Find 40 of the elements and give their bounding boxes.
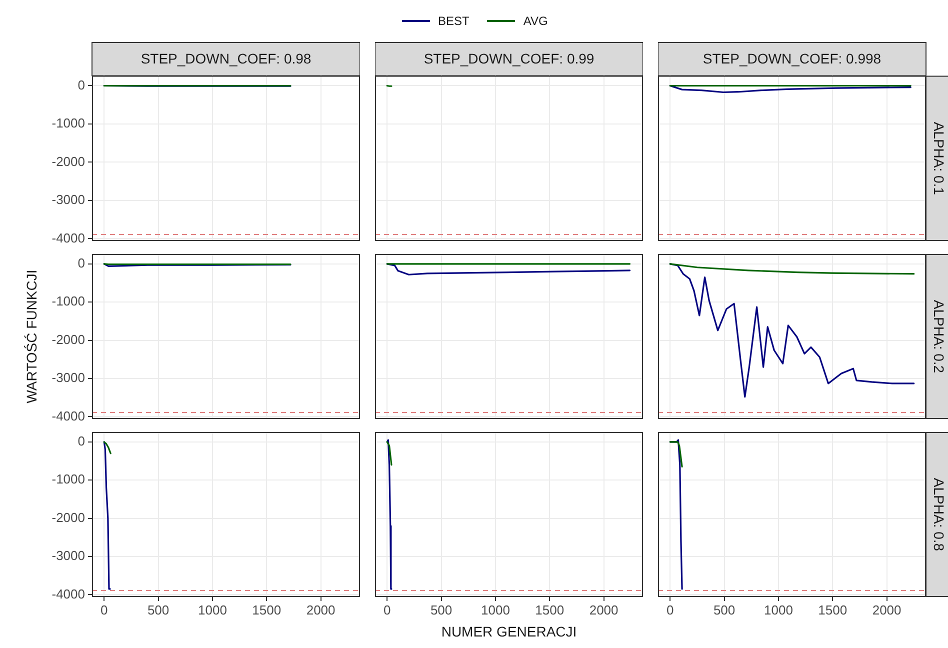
y-tick-label: -3000 — [52, 192, 85, 208]
x-tick-label: 1500 — [535, 602, 564, 618]
x-tick-label: 2000 — [872, 602, 902, 618]
x-tick-label: 2000 — [589, 602, 618, 618]
x-tick-label: 0 — [666, 602, 674, 618]
x-tick-label: 1000 — [764, 602, 793, 618]
x-tick-label: 1500 — [818, 602, 848, 618]
y-axis-title: WARTOŚĆ FUNKCJI — [23, 270, 40, 404]
x-tick-label: 1000 — [481, 602, 510, 618]
text: ALPHA: 0.2 — [931, 300, 948, 374]
y-tick-label: -3000 — [52, 548, 85, 564]
y-tick-label: -1000 — [52, 116, 85, 131]
y-tick-label: -1000 — [52, 294, 85, 309]
y-tick-label: -4000 — [52, 230, 85, 246]
y-tick-label: -3000 — [52, 370, 85, 386]
x-tick-label: 1500 — [252, 602, 282, 618]
x-tick-label: 0 — [384, 602, 391, 618]
y-tick-label: 0 — [78, 434, 85, 449]
chart-title: STEP_DOWN_COEF: 0.998 — [702, 50, 882, 66]
y-tick-label: -2000 — [52, 154, 85, 169]
x-tick-label: 1000 — [198, 602, 227, 618]
x-tick-label: 500 — [430, 602, 452, 618]
chart-title: STEP_DOWN_COEF: 0.98 — [140, 50, 312, 66]
x-axis-title: NUMER GENERACJI — [441, 623, 577, 640]
y-tick-label: -2000 — [52, 332, 85, 347]
legend-label: AVG — [523, 14, 548, 28]
legend-label: BEST — [438, 14, 470, 28]
y-tick-label: -4000 — [52, 408, 85, 424]
text: ALPHA: 0.1 — [931, 122, 948, 196]
y-tick-label: -2000 — [52, 510, 85, 525]
x-tick-label: 500 — [147, 602, 170, 618]
x-tick-label: 0 — [100, 602, 108, 618]
text: ALPHA: 0.8 — [931, 478, 948, 552]
y-tick-label: -4000 — [52, 586, 85, 602]
x-tick-label: 500 — [713, 602, 736, 618]
x-tick-label: 2000 — [306, 602, 336, 618]
y-tick-label: 0 — [78, 256, 85, 271]
y-tick-label: -1000 — [52, 472, 85, 487]
y-tick-label: 0 — [78, 77, 85, 92]
chart-title: STEP_DOWN_COEF: 0.99 — [424, 50, 594, 66]
